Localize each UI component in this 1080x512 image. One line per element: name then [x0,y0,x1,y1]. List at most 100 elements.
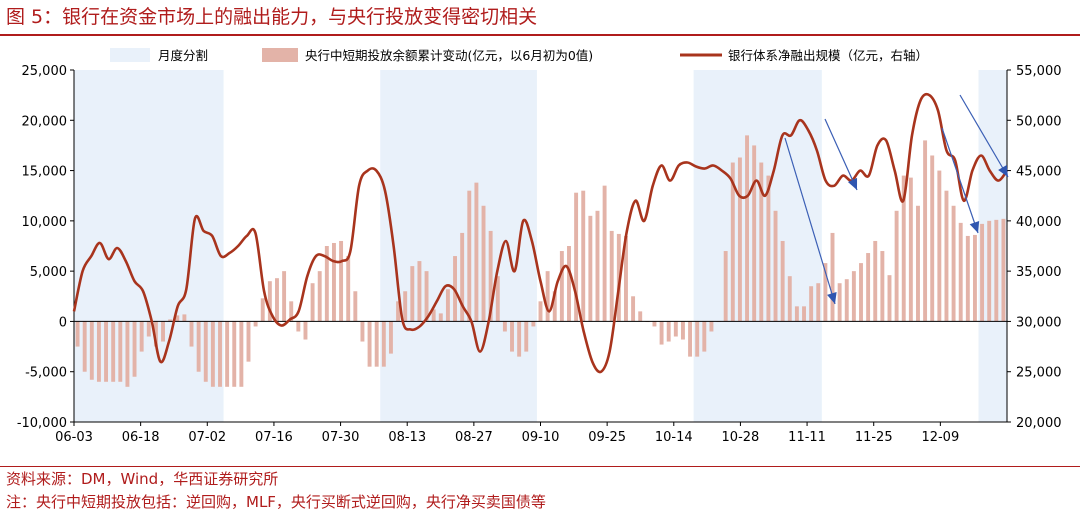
bar [802,306,806,322]
legend-swatch-shading [110,48,150,62]
bar [980,223,985,322]
shade-august [380,70,537,422]
x-tick-label: 07-02 [188,430,226,445]
bar [239,321,244,387]
bar [851,271,856,322]
x-tick-label: 09-10 [522,430,560,445]
bar [196,321,201,372]
bar [260,298,265,322]
arrow-head [847,177,858,190]
bar [1001,218,1006,322]
bar [552,291,557,322]
right-tick-label: 30,000 [1016,315,1062,330]
bar [89,321,94,380]
bar [267,281,272,322]
bar [517,321,522,357]
x-tick-label: 08-13 [388,430,426,445]
bar [737,157,742,322]
left-tick-label: 15,000 [22,165,68,180]
bar [766,175,771,322]
bar [161,321,165,342]
right-tick-label: 25,000 [1016,366,1062,381]
arrow-head [998,164,1008,177]
bar [218,321,222,387]
arrow-shaft [784,137,836,305]
bar [659,321,664,345]
bar [901,175,906,322]
bar [146,321,151,337]
bar [189,321,194,347]
bar [923,140,928,322]
right-tick-label: 40,000 [1016,215,1062,230]
bar [474,182,479,322]
bar [624,235,628,322]
bar [574,192,579,322]
bar [139,321,144,352]
bar [310,283,315,322]
top-rule [0,34,1080,36]
left-tick-label: 5,000 [30,265,67,280]
bar [346,256,351,322]
footnote: 注：央行中短期投放包括：逆回购，MLF，央行买断式逆回购，央行净买卖国债等 [6,493,546,511]
bar [303,321,308,340]
right-tick-label: 55,000 [1016,64,1062,79]
bar [203,321,208,382]
bar [951,205,956,322]
bar [602,185,607,322]
bar [253,321,258,327]
bar [510,321,514,352]
bar [809,286,814,322]
bar [282,271,287,322]
legend: 月度分割 央行中短期投放余额累计变动(亿元，以6月初为0值) 银行体系净融出规模（亿… [110,48,928,63]
x-tick-label: 07-30 [322,430,360,445]
legend-label-bars: 央行中短期投放余额累计变动(亿元，以6月初为0值) [305,48,593,63]
axes: -10,000 -5,000 0 5,000 10,000 15,000 20,000 25,… [17,64,1062,445]
bar [417,261,422,322]
bottom-rule [0,466,1080,467]
bar [289,301,294,322]
x-tick-label: 10-28 [722,430,760,445]
bar [111,321,116,382]
x-tick-label: 06-18 [122,430,160,445]
bar [887,275,892,322]
bar [424,271,429,322]
x-tick-label: 07-16 [255,430,293,445]
bar [495,276,500,322]
left-tick-label: -5,000 [25,366,67,381]
bar [545,271,550,322]
bar [381,321,386,367]
x-tick-label: 06-03 [55,430,93,445]
bar [631,296,636,322]
bar [837,283,842,322]
bar [374,321,379,367]
bar [958,222,963,322]
bar [972,234,977,322]
x-tick-label: 12-09 [921,430,959,445]
x-tick-label: 11-11 [788,430,826,445]
bar [944,190,949,322]
right-tick-label: 35,000 [1016,265,1062,280]
bar [787,276,792,322]
right-tick-label: 45,000 [1016,165,1062,180]
left-tick-label: 10,000 [22,215,68,230]
x-tick-label: 09-25 [588,430,626,445]
bar [730,162,735,322]
bar [353,291,358,322]
shade-october [693,70,822,422]
bar [438,313,443,322]
right-tick-label: 50,000 [1016,114,1062,129]
legend-label-shading: 月度分割 [158,48,208,63]
figure-title: 图 5：银行在资金市场上的融出能力，与央行投放变得密切相关 [6,6,538,28]
bar [752,145,757,322]
bar [410,266,415,322]
bar [695,321,700,357]
bar [987,220,992,322]
left-tick-label: 25,000 [22,64,68,79]
left-tick-label: 0 [59,315,67,330]
bar [559,251,564,322]
bar [481,205,486,322]
bar [339,240,344,322]
arrow-head [827,292,837,304]
arrow-head [969,220,980,233]
bar [125,321,130,387]
